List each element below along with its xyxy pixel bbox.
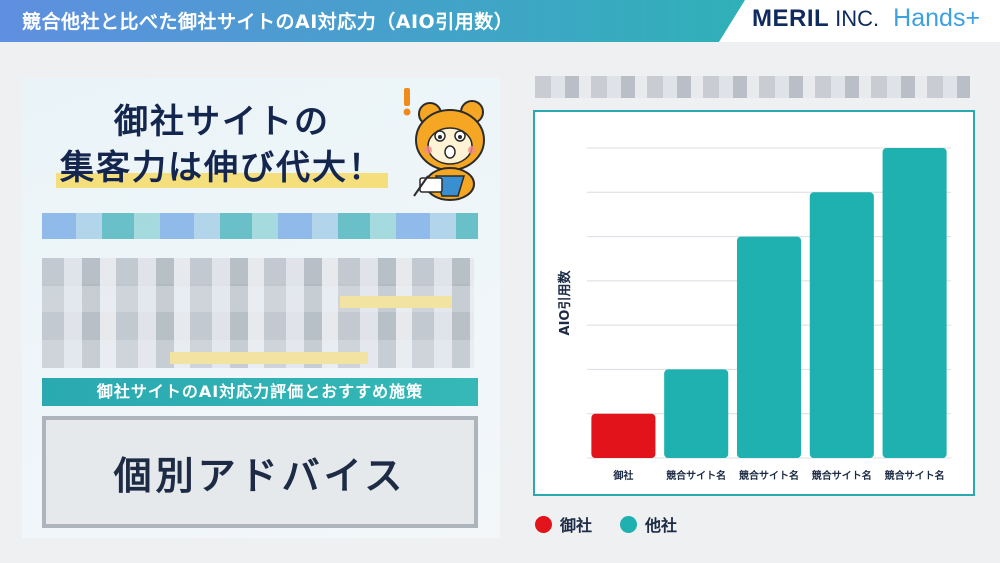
legend-swatch-competitor: [620, 515, 638, 533]
legend-item-competitor: 他社: [620, 512, 677, 536]
redacted-text: [42, 258, 474, 286]
bar-2: [736, 236, 802, 458]
bar-3: [809, 192, 874, 458]
bar-1: [664, 369, 729, 458]
legend-label-competitor: 他社: [645, 516, 678, 535]
headline-line2: 集客力は伸び代大！: [56, 148, 388, 188]
subtitle-bar: 御社サイトのAI対応力評価とおすすめ施策: [42, 378, 478, 406]
headline-line1: 御社サイトの: [114, 102, 330, 142]
bar-0: [591, 413, 656, 458]
redacted-bar: [42, 213, 478, 239]
redacted-highlight: [340, 296, 452, 308]
legend-item-own: 御社: [535, 512, 592, 536]
header-band: [0, 0, 745, 42]
redacted-heading: [535, 76, 970, 98]
bar-chart: AIO引用数 御社 競合サイト名 競合サイト名 競合サイト名 競合サイト名: [533, 110, 975, 496]
redacted-highlight: [170, 352, 368, 364]
promo-card: 御社サイトの 集客力は伸び代大！ 御社サイトのAI対応力評価とおすすめ施策 個別…: [22, 78, 500, 538]
legend-swatch-own: [535, 515, 552, 533]
brand-suffix: INC.: [835, 6, 880, 31]
advice-box: 個別アドバイス: [42, 416, 478, 528]
chart-legend: 御社 他社: [535, 512, 677, 536]
advice-label: 個別アドバイス: [113, 453, 407, 498]
header: 競合他社と比べた御社サイトのAI対応力（AIO引用数） MERIL INC. H…: [0, 0, 1000, 42]
legend-label-own: 御社: [560, 516, 593, 535]
bar-4: [882, 148, 947, 458]
x-tick-label: 競合サイト名: [739, 469, 799, 482]
bear-mascot-icon: [403, 88, 485, 201]
redacted-text: [42, 312, 474, 340]
x-tick-label: 競合サイト名: [812, 469, 872, 482]
brand-product: Hands+: [893, 4, 981, 32]
x-tick-label: 競合サイト名: [666, 469, 726, 482]
x-tick-label: 御社: [612, 469, 633, 482]
headline-line2-wrap: 集客力は伸び代大！: [22, 146, 422, 190]
brand-logo: MERIL INC. Hands+: [752, 4, 980, 38]
y-axis-label: AIO引用数: [557, 270, 573, 336]
brand-name: MERIL: [752, 5, 830, 32]
page-title: 競合他社と比べた御社サイトのAI対応力（AIO引用数）: [22, 11, 514, 33]
x-tick-label: 競合サイト名: [885, 469, 945, 482]
